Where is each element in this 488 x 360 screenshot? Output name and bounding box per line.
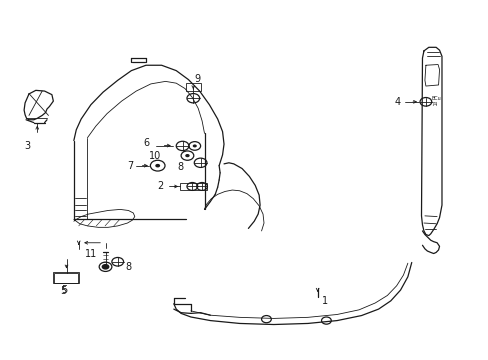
Text: 5: 5 <box>61 285 67 295</box>
Bar <box>180 183 206 190</box>
Text: 1: 1 <box>321 296 327 306</box>
Circle shape <box>185 154 189 157</box>
Text: 10: 10 <box>149 150 161 161</box>
Circle shape <box>192 144 196 148</box>
Text: 5: 5 <box>60 286 66 296</box>
Text: 3: 3 <box>24 141 31 151</box>
Text: 9: 9 <box>194 74 201 84</box>
Circle shape <box>155 164 160 167</box>
Bar <box>53 272 79 283</box>
Text: 11: 11 <box>85 249 97 259</box>
Text: 8: 8 <box>125 262 131 272</box>
Text: 6: 6 <box>143 139 149 148</box>
Text: 2: 2 <box>157 181 163 192</box>
Text: 4: 4 <box>394 97 400 107</box>
Text: 7: 7 <box>127 161 133 171</box>
Bar <box>54 273 78 283</box>
Text: 8: 8 <box>177 162 183 172</box>
Circle shape <box>102 264 109 270</box>
Bar <box>185 83 200 91</box>
Text: BCu
74: BCu 74 <box>430 96 440 107</box>
